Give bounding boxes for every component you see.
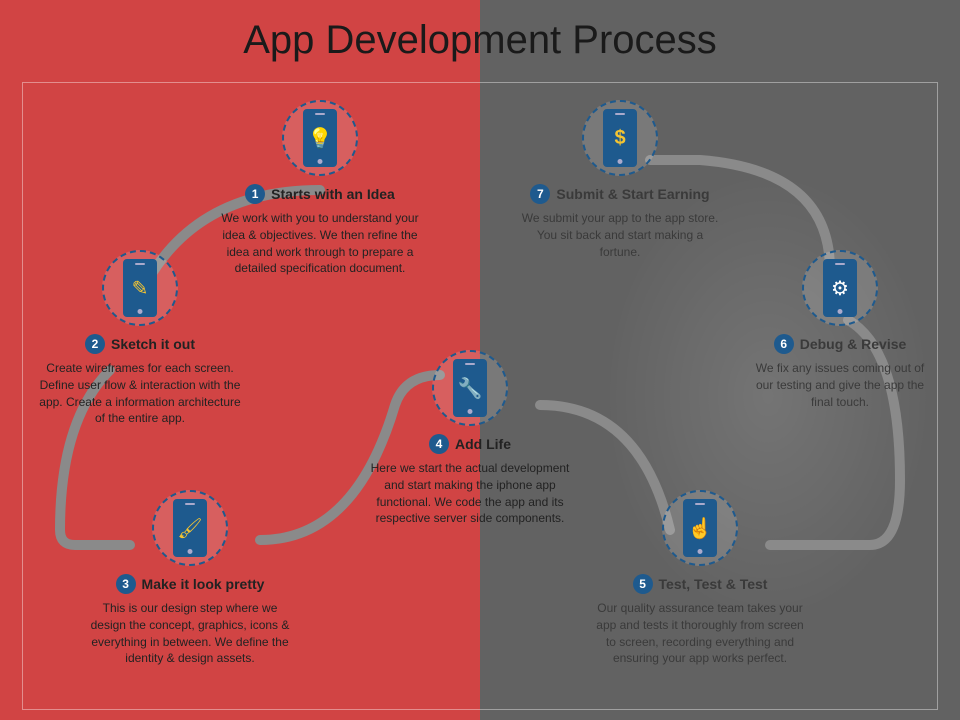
step-3-circle: 🖌 (152, 490, 228, 566)
pointer-icon: ☝ (688, 516, 713, 541)
lightbulb-icon: 💡 (308, 126, 333, 151)
page-title: App Development Process (0, 18, 960, 63)
step-7: $ 7 Submit & Start Earning We submit you… (510, 100, 730, 260)
phone-icon: 🖌 (173, 499, 207, 557)
step-3-title: Make it look pretty (142, 576, 265, 592)
step-2-desc: Create wireframes for each screen. Defin… (30, 360, 250, 427)
step-4-circle: 🔧 (432, 350, 508, 426)
step-5-desc: Our quality assurance team takes your ap… (590, 600, 810, 667)
step-2-header: 2 Sketch it out (30, 334, 250, 354)
gears-icon: ⚙ (831, 276, 849, 301)
step-3-badge: 3 (116, 574, 136, 594)
step-3-desc: This is our design step where we design … (80, 600, 300, 667)
step-6-circle: ⚙ (802, 250, 878, 326)
phone-icon: 🔧 (453, 359, 487, 417)
step-3: 🖌 3 Make it look pretty This is our desi… (80, 490, 300, 667)
step-6-badge: 6 (774, 334, 794, 354)
step-4-badge: 4 (429, 434, 449, 454)
step-4-header: 4 Add Life (360, 434, 580, 454)
phone-icon: ⚙ (823, 259, 857, 317)
step-6-title: Debug & Revise (800, 336, 907, 352)
step-1-title: Starts with an Idea (271, 186, 395, 202)
step-1-header: 1 Starts with an Idea (210, 184, 430, 204)
step-6-desc: We fix any issues coming out of our test… (740, 360, 940, 410)
step-3-header: 3 Make it look pretty (80, 574, 300, 594)
phone-icon: ☝ (683, 499, 717, 557)
step-1-badge: 1 (245, 184, 265, 204)
step-5-circle: ☝ (662, 490, 738, 566)
step-7-header: 7 Submit & Start Earning (510, 184, 730, 204)
step-5: ☝ 5 Test, Test & Test Our quality assura… (590, 490, 810, 667)
step-7-desc: We submit your app to the app store. You… (510, 210, 730, 260)
step-7-badge: 7 (530, 184, 550, 204)
step-7-title: Submit & Start Earning (556, 186, 709, 202)
step-1-circle: 💡 (282, 100, 358, 176)
step-4-title: Add Life (455, 436, 511, 452)
step-2: ✎ 2 Sketch it out Create wireframes for … (30, 250, 250, 427)
step-5-badge: 5 (633, 574, 653, 594)
step-5-title: Test, Test & Test (659, 576, 768, 592)
phone-icon: ✎ (123, 259, 157, 317)
pencil-icon: ✎ (132, 276, 149, 301)
phone-icon: 💡 (303, 109, 337, 167)
step-5-header: 5 Test, Test & Test (590, 574, 810, 594)
step-6-header: 6 Debug & Revise (740, 334, 940, 354)
step-4: 🔧 4 Add Life Here we start the actual de… (360, 350, 580, 527)
step-2-circle: ✎ (102, 250, 178, 326)
step-4-desc: Here we start the actual development and… (360, 460, 580, 527)
dollar-icon: $ (614, 127, 625, 150)
step-7-circle: $ (582, 100, 658, 176)
paint-icon: 🖌 (177, 516, 202, 541)
phone-icon: $ (603, 109, 637, 167)
wrench-icon: 🔧 (458, 376, 483, 401)
step-6: ⚙ 6 Debug & Revise We fix any issues com… (740, 250, 940, 410)
step-2-badge: 2 (85, 334, 105, 354)
step-2-title: Sketch it out (111, 336, 195, 352)
